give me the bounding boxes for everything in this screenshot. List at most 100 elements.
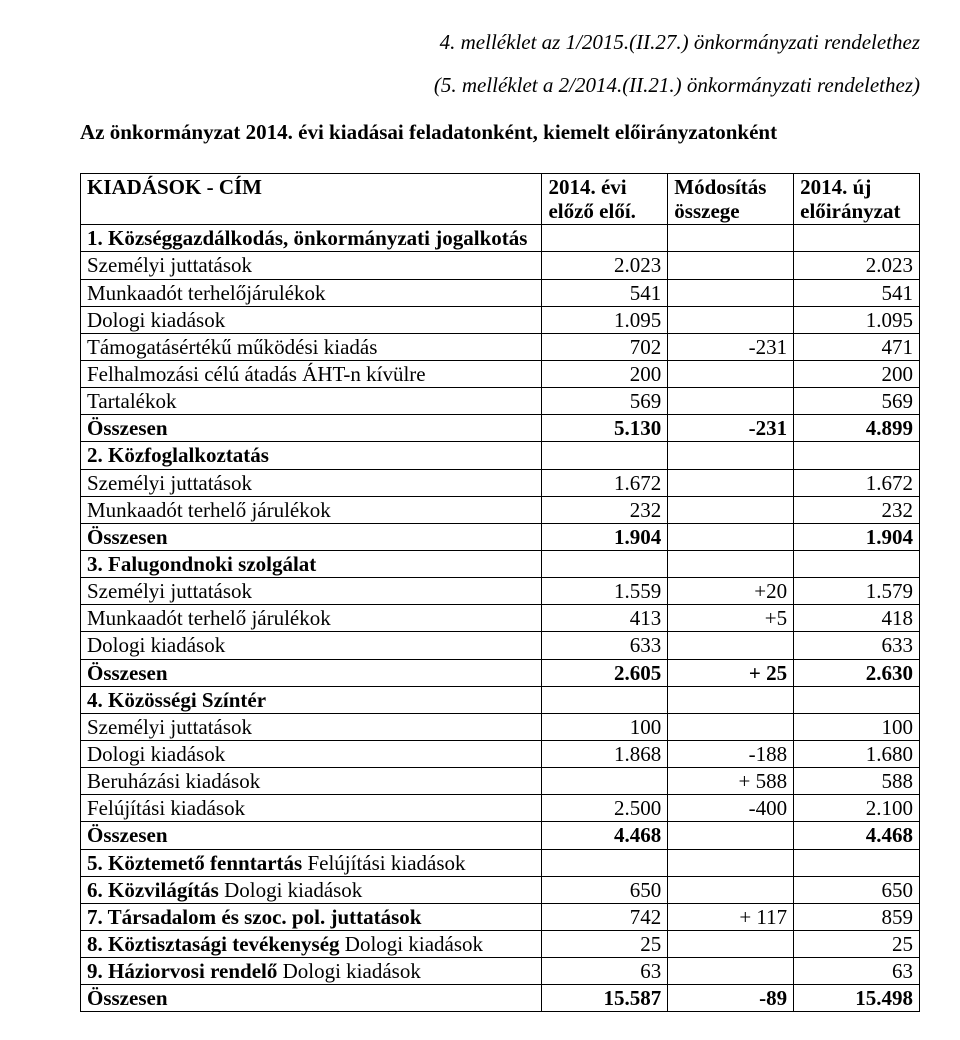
table-row: Személyi juttatások2.0232.023 [81, 252, 920, 279]
table-row: 1. Községgazdálkodás, önkormányzati joga… [81, 225, 920, 252]
row-value [542, 686, 668, 713]
table-row: Támogatásértékű működési kiadás702-23147… [81, 333, 920, 360]
row-value: 4.899 [794, 415, 920, 442]
table-row: Összesen5.130-2314.899 [81, 415, 920, 442]
row-value: 702 [542, 333, 668, 360]
row-label: Munkaadót terhelő járulékok [81, 605, 542, 632]
row-value: 2.605 [542, 659, 668, 686]
table-row: Tartalékok569569 [81, 388, 920, 415]
row-label: 1. Községgazdálkodás, önkormányzati joga… [81, 225, 542, 252]
header-col-4-line1: 2014. új [800, 175, 871, 199]
row-value: +5 [668, 605, 794, 632]
row-value: 1.868 [542, 740, 668, 767]
row-value [668, 225, 794, 252]
table-row: 3. Falugondnoki szolgálat [81, 550, 920, 577]
header-col-3-line2: összege [674, 199, 739, 223]
row-value [542, 849, 668, 876]
row-value: 541 [794, 279, 920, 306]
row-value: 100 [542, 713, 668, 740]
row-label: Munkaadót terhelőjárulékok [81, 279, 542, 306]
row-value: 15.587 [542, 985, 668, 1012]
row-value [668, 876, 794, 903]
row-value: 413 [542, 605, 668, 632]
row-label: 8. Köztisztasági tevékenység Dologi kiad… [81, 930, 542, 957]
row-label: Összesen [81, 659, 542, 686]
row-value: -231 [668, 415, 794, 442]
row-value: 1.095 [794, 306, 920, 333]
row-value [668, 388, 794, 415]
table-row: Összesen4.4684.468 [81, 822, 920, 849]
row-value [542, 550, 668, 577]
row-value: 569 [542, 388, 668, 415]
document-title: Az önkormányzat 2014. évi kiadásai felad… [80, 120, 920, 145]
table-row: Személyi juttatások100100 [81, 713, 920, 740]
row-value: 418 [794, 605, 920, 632]
row-value: 1.680 [794, 740, 920, 767]
row-value: 650 [542, 876, 668, 903]
header-col-2: 2014. évi előző előí. [542, 174, 668, 225]
row-label: Összesen [81, 415, 542, 442]
row-value: -400 [668, 795, 794, 822]
row-label: Személyi juttatások [81, 469, 542, 496]
row-value: 1.095 [542, 306, 668, 333]
row-label: Személyi juttatások [81, 578, 542, 605]
table-row: 8. Köztisztasági tevékenység Dologi kiad… [81, 930, 920, 957]
budget-table: KIADÁSOK - CÍM 2014. évi előző előí. Mód… [80, 173, 920, 1012]
table-row: 6. Közvilágítás Dologi kiadások650650 [81, 876, 920, 903]
row-value [668, 306, 794, 333]
row-value: 15.498 [794, 985, 920, 1012]
row-label: 6. Közvilágítás Dologi kiadások [81, 876, 542, 903]
row-value: 4.468 [542, 822, 668, 849]
row-label: 3. Falugondnoki szolgálat [81, 550, 542, 577]
row-value [668, 496, 794, 523]
table-row: Személyi juttatások1.6721.672 [81, 469, 920, 496]
row-value: 200 [542, 360, 668, 387]
row-label: Beruházási kiadások [81, 768, 542, 795]
row-value: 633 [794, 632, 920, 659]
row-value: 63 [542, 958, 668, 985]
row-value: 2.100 [794, 795, 920, 822]
row-value [668, 958, 794, 985]
table-row: 9. Háziorvosi rendelő Dologi kiadások636… [81, 958, 920, 985]
row-value [794, 442, 920, 469]
row-value [668, 469, 794, 496]
row-label: Támogatásértékű működési kiadás [81, 333, 542, 360]
header-col-1: KIADÁSOK - CÍM [81, 174, 542, 225]
row-value [542, 768, 668, 795]
table-row: Összesen2.605+ 252.630 [81, 659, 920, 686]
row-value [668, 632, 794, 659]
row-value: 2.023 [794, 252, 920, 279]
row-value: 1.579 [794, 578, 920, 605]
table-row: 5. Köztemető fenntartás Felújítási kiadá… [81, 849, 920, 876]
row-value: + 25 [668, 659, 794, 686]
row-value [542, 442, 668, 469]
row-label: Összesen [81, 822, 542, 849]
row-value: 2.023 [542, 252, 668, 279]
row-value [668, 822, 794, 849]
row-value: 588 [794, 768, 920, 795]
table-row: Munkaadót terhelőjárulékok541541 [81, 279, 920, 306]
row-value: + 588 [668, 768, 794, 795]
header-col-4-line2: előirányzat [800, 199, 900, 223]
row-label: Dologi kiadások [81, 306, 542, 333]
row-value: 2.500 [542, 795, 668, 822]
row-label: Összesen [81, 985, 542, 1012]
row-value [668, 686, 794, 713]
table-row: Beruházási kiadások + 588588 [81, 768, 920, 795]
table-row: 4. Közösségi Színtér [81, 686, 920, 713]
table-row: Személyi juttatások1.559+201.579 [81, 578, 920, 605]
header-col-4: 2014. új előirányzat [794, 174, 920, 225]
row-value [668, 849, 794, 876]
row-value [542, 225, 668, 252]
row-label: Személyi juttatások [81, 713, 542, 740]
row-value [668, 360, 794, 387]
row-value: 1.672 [794, 469, 920, 496]
table-row: Dologi kiadások633633 [81, 632, 920, 659]
row-label: Felhalmozási célú átadás ÁHT-n kívülre [81, 360, 542, 387]
row-value [668, 252, 794, 279]
row-value: 25 [794, 930, 920, 957]
row-value [794, 686, 920, 713]
row-value: +20 [668, 578, 794, 605]
row-value: 2.630 [794, 659, 920, 686]
row-label: Dologi kiadások [81, 740, 542, 767]
